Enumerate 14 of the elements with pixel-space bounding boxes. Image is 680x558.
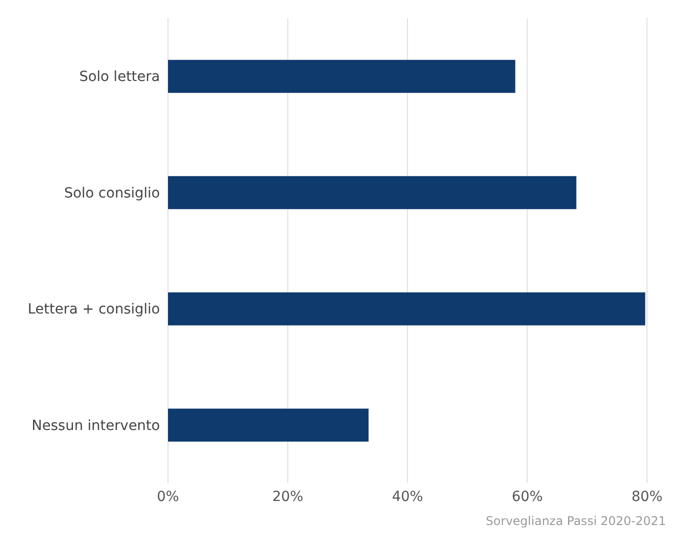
- y-tick-label: Lettera + consiglio: [28, 302, 160, 318]
- bar: [168, 408, 369, 442]
- y-tick-label: Solo lettera: [79, 69, 160, 86]
- text: Sorveglianza Passi 2020-2021: [484, 514, 667, 528]
- x-tick-label: 40%: [392, 488, 424, 505]
- y-tick-label: Solo consiglio: [64, 185, 160, 202]
- y-tick-label: Nessun intervento: [32, 418, 160, 434]
- x-tick-label: 60%: [512, 488, 543, 505]
- x-tick-label: 20%: [272, 488, 304, 505]
- x-tick-label: 0%: [156, 488, 180, 505]
- x-tick-label: 80%: [631, 488, 663, 505]
- bar: [168, 292, 646, 326]
- bar: [168, 176, 576, 210]
- bar: [168, 60, 516, 93]
